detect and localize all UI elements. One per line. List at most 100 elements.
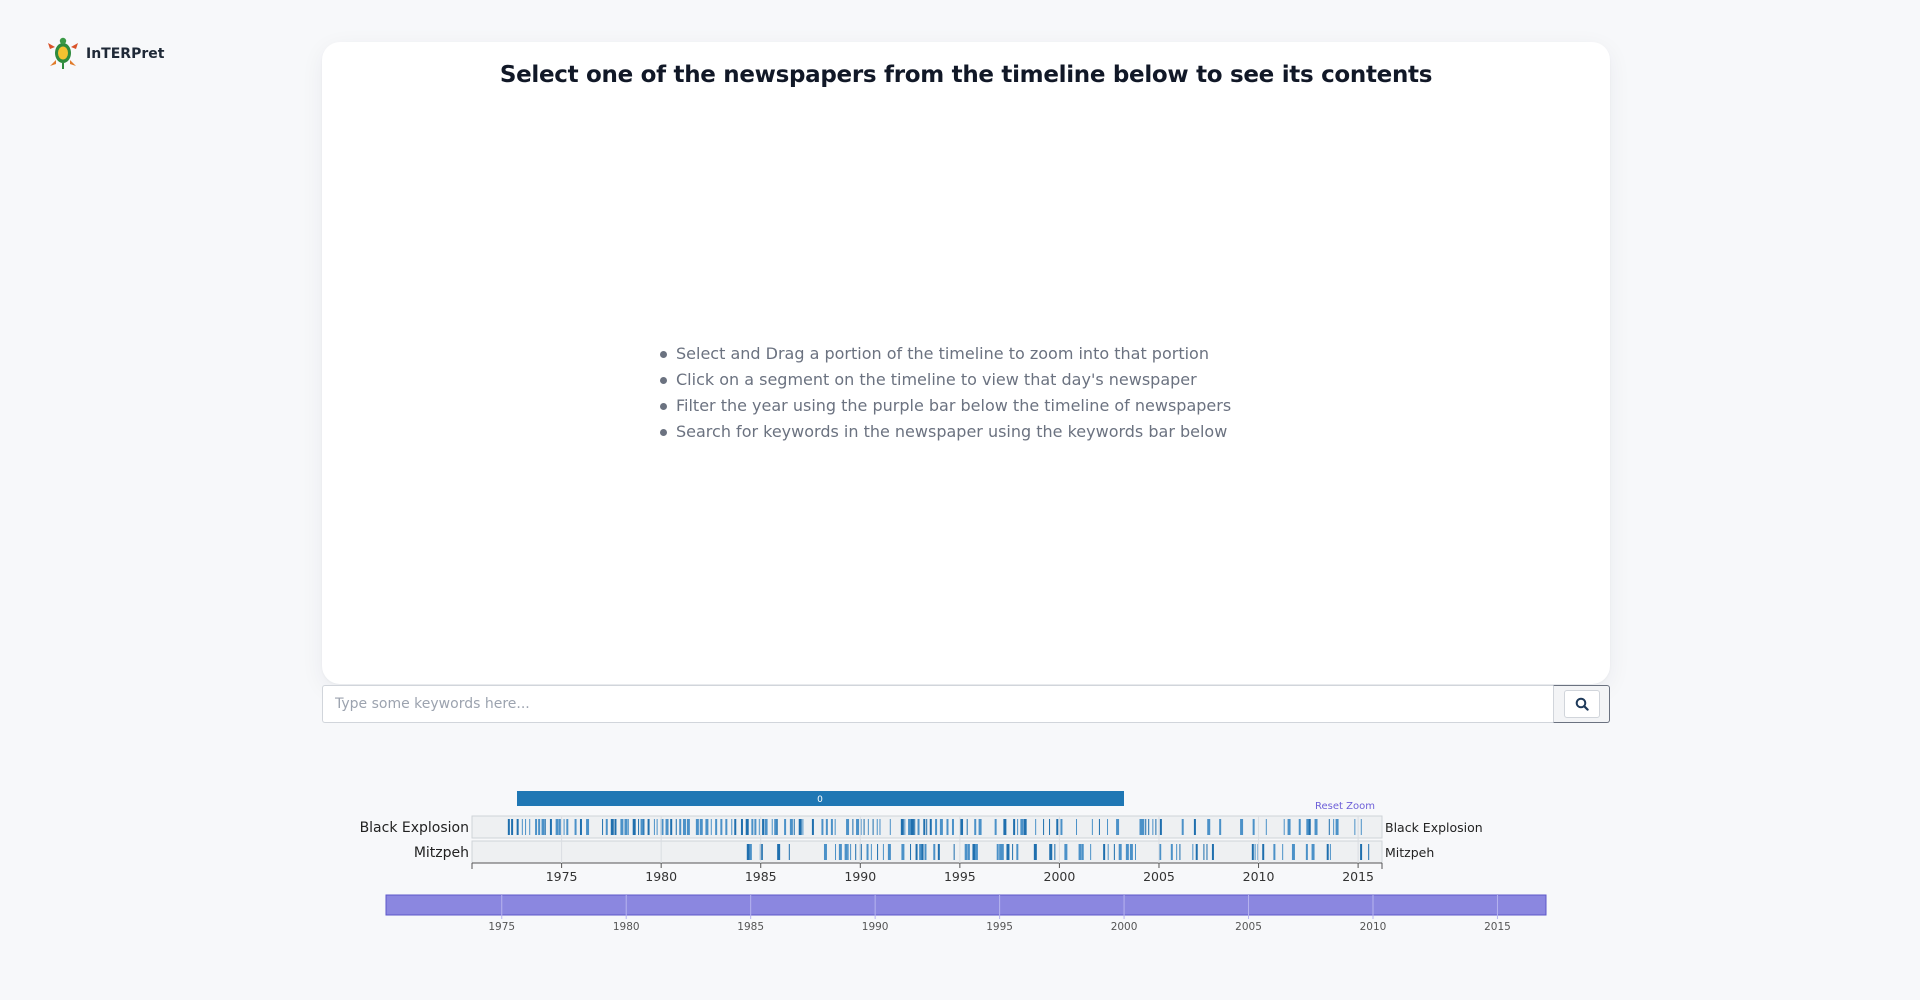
issue-segment[interactable] xyxy=(746,844,750,860)
issue-segment[interactable] xyxy=(900,819,904,835)
issue-segment[interactable] xyxy=(1090,844,1092,860)
year-filter-bar[interactable] xyxy=(385,894,1547,916)
issue-segment[interactable] xyxy=(538,819,541,835)
issue-segment[interactable] xyxy=(846,819,850,835)
issue-segment[interactable] xyxy=(1125,844,1129,860)
issue-segment[interactable] xyxy=(838,844,842,860)
issue-segment[interactable] xyxy=(605,819,608,835)
issue-segment[interactable] xyxy=(1329,844,1331,860)
issue-segment[interactable] xyxy=(967,844,970,860)
issue-segment[interactable] xyxy=(908,819,912,835)
issue-segment[interactable] xyxy=(1282,844,1284,860)
issue-segment[interactable] xyxy=(640,819,644,835)
issue-segment[interactable] xyxy=(715,819,718,835)
issue-segment[interactable] xyxy=(879,819,881,835)
issue-segment[interactable] xyxy=(647,819,650,835)
issue-segment[interactable] xyxy=(686,819,690,835)
issue-segment[interactable] xyxy=(1240,819,1244,835)
app-logo[interactable]: InTERPret xyxy=(46,36,164,72)
issue-segment[interactable] xyxy=(951,819,954,835)
issue-segment[interactable] xyxy=(1176,844,1178,860)
issue-segment[interactable] xyxy=(1035,819,1037,835)
issue-segment[interactable] xyxy=(511,819,514,835)
issue-segment[interactable] xyxy=(1308,819,1311,835)
issue-segment[interactable] xyxy=(521,819,523,835)
issue-segment[interactable] xyxy=(1251,844,1254,860)
issue-segment[interactable] xyxy=(731,819,733,835)
issue-segment[interactable] xyxy=(964,844,968,860)
issue-segment[interactable] xyxy=(996,844,999,860)
issue-segment[interactable] xyxy=(910,819,914,835)
issue-segment[interactable] xyxy=(926,819,928,835)
issue-segment[interactable] xyxy=(762,819,765,835)
reset-zoom-button[interactable]: Reset Zoom xyxy=(1315,801,1375,812)
issue-segment[interactable] xyxy=(656,819,658,835)
issue-segment[interactable] xyxy=(544,819,546,835)
issue-segment[interactable] xyxy=(1291,844,1295,860)
issue-segment[interactable] xyxy=(863,819,865,835)
issue-segment[interactable] xyxy=(798,819,802,835)
issue-segment[interactable] xyxy=(789,819,793,835)
issue-segment[interactable] xyxy=(1195,844,1198,860)
issue-segment[interactable] xyxy=(870,844,872,860)
issue-segment[interactable] xyxy=(653,819,655,835)
issue-segment[interactable] xyxy=(887,844,891,860)
issue-segment[interactable] xyxy=(558,819,561,835)
issue-segment[interactable] xyxy=(1056,819,1059,835)
issue-segment[interactable] xyxy=(1142,819,1145,835)
issue-segment[interactable] xyxy=(525,819,527,835)
issue-segment[interactable] xyxy=(1252,819,1255,835)
issue-segment[interactable] xyxy=(1207,819,1211,835)
issue-segment[interactable] xyxy=(821,819,824,835)
issue-segment[interactable] xyxy=(610,819,614,835)
issue-segment[interactable] xyxy=(660,819,664,835)
issue-segment[interactable] xyxy=(1054,844,1056,860)
issue-segment[interactable] xyxy=(856,819,860,835)
issue-segment[interactable] xyxy=(1033,844,1037,860)
issue-segment[interactable] xyxy=(978,819,982,835)
issue-segment[interactable] xyxy=(966,819,968,835)
issue-segment[interactable] xyxy=(507,819,510,835)
issue-segment[interactable] xyxy=(889,819,891,835)
issue-segment[interactable] xyxy=(638,819,640,835)
issue-segment[interactable] xyxy=(529,819,531,835)
issue-segment[interactable] xyxy=(1311,844,1315,860)
issue-segment[interactable] xyxy=(1129,844,1133,860)
issue-segment[interactable] xyxy=(953,844,955,860)
issue-segment[interactable] xyxy=(919,844,923,860)
issue-segment[interactable] xyxy=(946,819,949,835)
issue-segment[interactable] xyxy=(914,819,916,835)
issue-segment[interactable] xyxy=(563,819,565,835)
issue-segment[interactable] xyxy=(872,819,874,835)
issue-segment[interactable] xyxy=(758,819,760,835)
issue-segment[interactable] xyxy=(1335,819,1339,835)
issue-segment[interactable] xyxy=(929,819,932,835)
issue-segment[interactable] xyxy=(695,819,699,835)
issue-segment[interactable] xyxy=(830,819,833,835)
issue-segment[interactable] xyxy=(1368,844,1370,860)
issue-segment[interactable] xyxy=(1181,819,1184,835)
issue-segment[interactable] xyxy=(776,819,778,835)
issue-segment[interactable] xyxy=(793,819,795,835)
issue-segment[interactable] xyxy=(1328,819,1330,835)
issue-segment[interactable] xyxy=(866,844,869,860)
issue-segment[interactable] xyxy=(705,819,709,835)
issue-segment[interactable] xyxy=(835,844,837,860)
issue-segment[interactable] xyxy=(901,844,905,860)
issue-segment[interactable] xyxy=(921,844,924,860)
issue-segment[interactable] xyxy=(1333,819,1335,835)
issue-segment[interactable] xyxy=(665,819,669,835)
issue-segment[interactable] xyxy=(1262,844,1265,860)
issue-segment[interactable] xyxy=(1206,844,1208,860)
issue-segment[interactable] xyxy=(1091,819,1093,835)
issue-segment[interactable] xyxy=(802,819,804,835)
issue-segment[interactable] xyxy=(974,819,977,835)
issue-segment[interactable] xyxy=(939,819,943,835)
issue-segment[interactable] xyxy=(675,819,677,835)
issue-segment[interactable] xyxy=(602,819,604,835)
issue-segment[interactable] xyxy=(1012,844,1014,860)
issue-segment[interactable] xyxy=(710,819,712,835)
year-filter-brush[interactable]: 1975 1980 1985 1990 1995 2000 2005 2010 2015 xyxy=(0,890,1920,940)
issue-segment[interactable] xyxy=(749,844,752,860)
issue-segment[interactable] xyxy=(924,844,927,860)
